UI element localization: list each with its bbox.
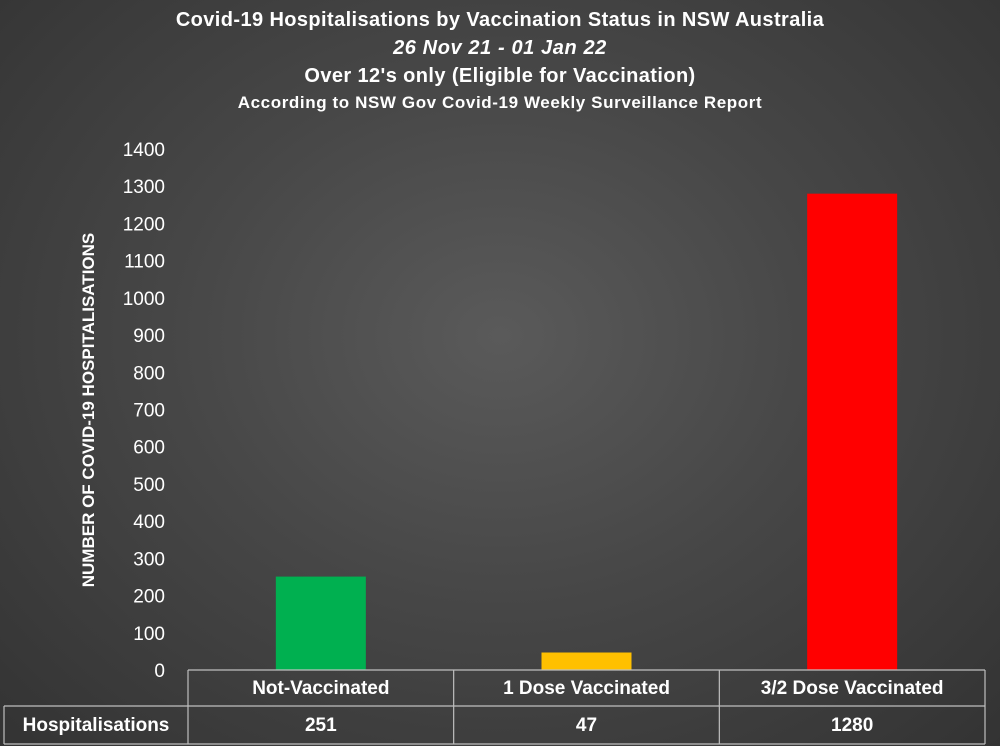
y-axis-ticks: 0 100 200 300 400 500 600 700 800 900 1000 1100 1200… bbox=[123, 140, 165, 682]
y-tick-label: 600 bbox=[133, 438, 165, 459]
series-row-label: Hospitalisations bbox=[23, 715, 170, 736]
category-label: 3/2 Dose Vaccinated bbox=[761, 678, 944, 699]
category-label: Not-Vaccinated bbox=[252, 678, 389, 699]
data-value-cell: 47 bbox=[576, 715, 597, 736]
bar-2 bbox=[541, 652, 632, 670]
y-tick-label: 400 bbox=[133, 512, 165, 533]
data-value-cell: 1280 bbox=[831, 715, 873, 736]
y-axis-label: NUMBER OF COVID-19 HOSPITALISATIONS bbox=[79, 233, 98, 588]
chart-title: Covid-19 Hospitalisations by Vaccination… bbox=[175, 9, 825, 31]
y-tick-label: 1000 bbox=[123, 289, 165, 310]
y-tick-label: 1100 bbox=[124, 252, 165, 273]
data-value-cell: 251 bbox=[305, 715, 337, 736]
category-label: 1 Dose Vaccinated bbox=[503, 678, 670, 699]
chart-date-range: 26 Nov 21 - 01 Jan 22 bbox=[393, 37, 607, 59]
y-tick-label: 900 bbox=[133, 326, 165, 347]
y-tick-label: 800 bbox=[133, 363, 165, 384]
bar-1 bbox=[275, 576, 366, 670]
y-tick-label: 300 bbox=[133, 549, 165, 570]
data-table: Not-Vaccinated 251 1 Dose Vaccinated 47 3/2 … bbox=[3, 669, 986, 745]
bar-3 bbox=[807, 193, 898, 670]
y-tick-label: 1200 bbox=[123, 214, 165, 235]
chart-subtitle: Over 12's only (Eligible for Vaccination… bbox=[304, 65, 696, 87]
y-tick-label: 200 bbox=[133, 587, 165, 608]
y-tick-label: 1400 bbox=[123, 140, 165, 161]
y-tick-label: 100 bbox=[133, 624, 165, 645]
y-tick-label: 500 bbox=[133, 475, 165, 496]
y-tick-label: 1300 bbox=[123, 177, 165, 198]
y-tick-label: 0 bbox=[154, 661, 165, 682]
bars bbox=[275, 193, 898, 670]
chart-source: According to NSW Gov Covid-19 Weekly Sur… bbox=[237, 93, 763, 112]
chart-titles: Covid-19 Hospitalisations by Vaccination… bbox=[0, 6, 1000, 111]
y-tick-label: 700 bbox=[133, 401, 165, 422]
